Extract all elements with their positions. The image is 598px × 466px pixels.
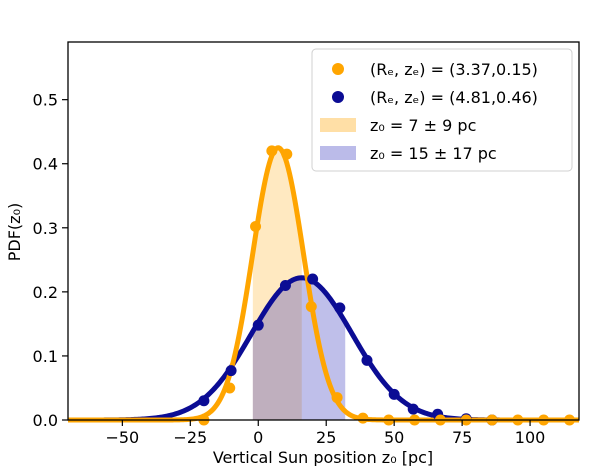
series-2-point-1 [198, 395, 210, 407]
series-1-point-2 [224, 382, 236, 394]
legend-patch-4 [320, 146, 356, 160]
legend-patch-3 [320, 118, 356, 132]
legend-label-2: (Rₑ, zₑ) = (4.81,0.46) [370, 88, 538, 107]
legend: (Rₑ, zₑ) = (3.37,0.15) (Rₑ, zₑ) = (4.81,0… [311, 48, 573, 172]
series-2-point-9 [407, 403, 419, 415]
x-tick-label-1: −50 [105, 428, 139, 447]
x-axis-label: Vertical Sun position z₀ [pc] [213, 448, 433, 466]
y-tick-label-5: 0.4 [33, 155, 58, 174]
y-axis-label: PDF(z₀) [5, 203, 24, 261]
series-1-point-7 [331, 392, 343, 404]
axes: −50 −25 0 25 50 75 100 0.0 0.1 0.2 0.3 0.4 0.5 [33, 41, 580, 447]
series-2-point-2 [225, 365, 237, 377]
axes-frame [67, 41, 580, 421]
series-1-point-3 [250, 221, 262, 233]
legend-box [311, 48, 573, 172]
series-2-point-3 [252, 319, 264, 331]
legend-marker-2 [332, 91, 344, 103]
series-1-point-5 [281, 148, 293, 160]
y-tick-label-6: 0.5 [33, 91, 58, 110]
series-1-point-8 [357, 412, 369, 424]
x-tick-label-3: 0 [253, 428, 263, 447]
series-2-point-4 [279, 279, 291, 291]
y-tick-label-2: 0.1 [33, 347, 58, 366]
y-tick-label-3: 0.2 [33, 283, 58, 302]
x-tick-label-6: 75 [452, 428, 472, 447]
series-2-point-5 [307, 273, 319, 285]
plot-area [66, 145, 581, 426]
legend-marker-1 [332, 63, 344, 75]
x-tick-label-7: 100 [515, 428, 546, 447]
y-tick-label-1: 0.0 [33, 411, 58, 430]
shaded-interval-2 [252, 277, 346, 420]
shaded-interval-1 [252, 147, 302, 420]
series-1-point-4 [266, 145, 278, 157]
series-1-point-6 [305, 301, 317, 313]
x-tick-label-5: 50 [384, 428, 404, 447]
legend-label-3: z₀ = 7 ± 9 pc [370, 116, 476, 135]
x-tick-label-4: 25 [316, 428, 336, 447]
legend-label-4: z₀ = 15 ± 17 pc [370, 144, 497, 163]
series-2-point-7 [361, 354, 373, 366]
series-2-point-6 [334, 302, 346, 314]
y-tick-label-4: 0.3 [33, 219, 58, 238]
series-2-point-8 [388, 388, 400, 400]
legend-label-1: (Rₑ, zₑ) = (3.37,0.15) [370, 60, 538, 79]
x-tick-label-2: −25 [173, 428, 207, 447]
